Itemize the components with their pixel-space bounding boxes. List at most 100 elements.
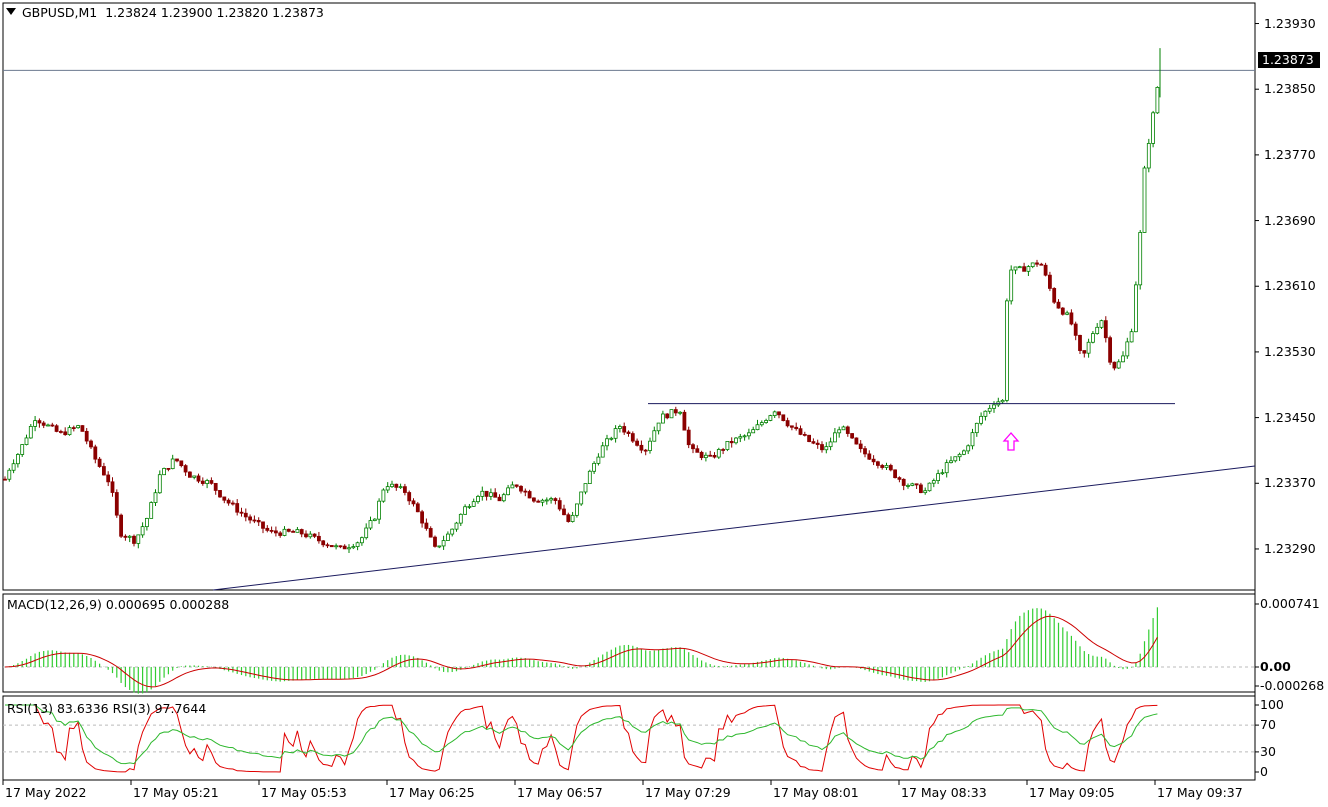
candle-body	[415, 503, 420, 513]
macd-label: MACD(12,26,9) 0.000695 0.000288	[7, 597, 230, 612]
candle-body	[1005, 300, 1009, 401]
candle-body	[893, 469, 897, 479]
candle-body	[962, 450, 966, 455]
candle-body	[656, 422, 661, 432]
candle-body	[273, 530, 278, 534]
candle-body	[63, 431, 68, 436]
candle-body	[579, 491, 584, 505]
candle-body	[790, 425, 794, 428]
candle-body	[347, 547, 351, 550]
candle-body	[600, 445, 605, 458]
candle-body	[944, 462, 949, 474]
candle-body	[1103, 320, 1108, 339]
candle-body	[1095, 326, 1100, 334]
candle-body	[1013, 266, 1018, 271]
candle-body	[1043, 264, 1048, 276]
candle-body	[76, 425, 80, 429]
rsi-tick-label: 100	[1260, 697, 1284, 712]
candle-body	[282, 528, 287, 536]
candle-body	[1108, 337, 1112, 363]
candle-body	[777, 411, 781, 416]
price-tick-label: 1.23610	[1264, 278, 1316, 294]
candle-body	[519, 485, 523, 492]
up-arrow-icon	[1002, 432, 1020, 451]
candle-body	[37, 420, 42, 424]
candle-body	[1121, 355, 1125, 363]
candle-body	[751, 429, 756, 434]
candle-body	[605, 438, 609, 447]
candle-body	[50, 424, 55, 427]
candle-body	[110, 481, 115, 493]
candle-body	[747, 432, 751, 437]
candle-body	[850, 433, 854, 439]
candle-body	[1078, 334, 1082, 351]
candle-body	[699, 451, 704, 459]
candle-body	[1052, 288, 1057, 303]
macd-tick-label: 0.00	[1260, 659, 1291, 674]
candle-body	[1125, 341, 1130, 357]
candle-body	[691, 444, 695, 450]
candle-body	[923, 490, 928, 494]
candle-body	[1035, 262, 1039, 265]
candle-body	[1065, 312, 1069, 315]
candle-body	[802, 434, 807, 436]
candle-body	[248, 516, 253, 521]
time-tick-label: 17 May 06:25	[389, 785, 475, 800]
time-tick-label: 17 May 05:53	[261, 785, 347, 800]
candle-body	[639, 444, 644, 451]
candle-body	[897, 477, 902, 480]
candle-body	[557, 500, 562, 510]
candle-body	[488, 492, 493, 497]
candle-body	[970, 432, 975, 447]
candle-body	[162, 468, 167, 476]
candle-body	[936, 473, 940, 481]
candle-body	[377, 500, 382, 520]
candle-body	[209, 480, 214, 484]
candle-body	[837, 429, 842, 434]
candle-body	[46, 424, 50, 427]
time-tick-label: 17 May 2022	[5, 785, 87, 800]
candle-body	[1017, 266, 1022, 269]
candle-body	[359, 537, 364, 544]
candle-body	[329, 545, 334, 548]
symbol-label: GBPUSD,M1	[22, 5, 98, 20]
candle-body	[157, 474, 162, 494]
candle-body	[80, 425, 85, 432]
candle-body	[583, 483, 588, 493]
candle-body	[291, 530, 296, 533]
candle-body	[484, 490, 489, 497]
candle-body	[626, 431, 631, 434]
candle-body	[966, 445, 971, 452]
candle-body	[669, 409, 674, 419]
candle-body	[618, 426, 622, 429]
candle-body	[411, 500, 416, 505]
candle-body	[471, 501, 476, 507]
price-tick-label: 1.23690	[1264, 212, 1316, 228]
candle-body	[759, 422, 764, 426]
time-tick-label: 17 May 06:57	[517, 785, 603, 800]
candle-body	[144, 517, 149, 528]
candle-body	[166, 468, 171, 470]
candle-body	[450, 528, 455, 535]
candle-body	[708, 454, 713, 457]
candle-body	[20, 444, 25, 455]
candle-body	[497, 496, 502, 502]
candle-body	[1151, 112, 1155, 144]
candle-body	[218, 490, 222, 498]
candle-body	[342, 545, 347, 550]
candle-body	[820, 444, 824, 451]
candle-body	[914, 483, 919, 486]
candle-body	[192, 475, 197, 478]
candle-body	[476, 495, 480, 503]
candle-body	[102, 466, 106, 476]
candle-body	[592, 462, 596, 472]
candle-body	[648, 440, 652, 451]
candle-body	[278, 532, 283, 536]
rsi13-line	[5, 704, 1158, 765]
candle-body	[1099, 320, 1104, 328]
candle-body	[630, 433, 635, 442]
chart-menu-triangle-icon[interactable]	[6, 8, 16, 15]
candle-body	[974, 422, 979, 434]
candle-body	[1039, 263, 1044, 266]
